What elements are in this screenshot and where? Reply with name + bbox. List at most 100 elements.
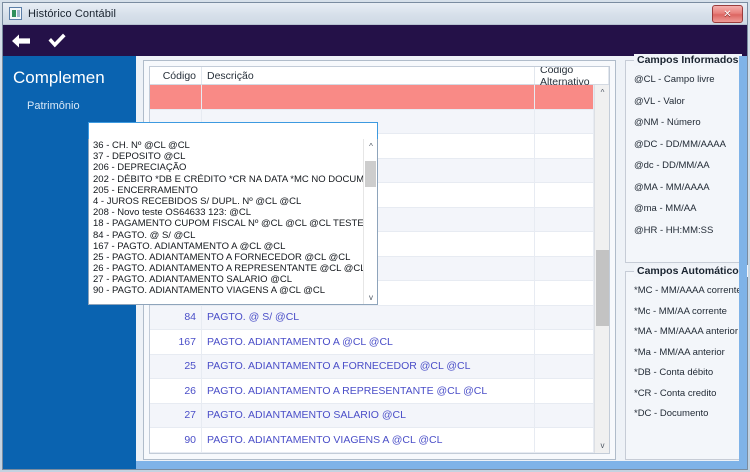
toolbar <box>3 25 747 56</box>
grid-header-codigo[interactable]: Código <box>150 67 202 84</box>
panel-informados-list: @CL - Campo livre @VL - Valor @NM - Número… <box>626 61 740 236</box>
table-cell-codigo: 26 <box>150 379 202 403</box>
field-legend-item: *DC - Documento <box>634 408 709 419</box>
confirm-button[interactable] <box>39 25 75 56</box>
table-cell-codigo-alternativo <box>535 85 594 109</box>
table-cell-descricao: PAGTO. ADTO. 13 SALARIO @CL <box>202 452 535 453</box>
table-row[interactable]: 27 PAGTO. ADIANTAMENTO SALARIO @CL <box>150 403 594 428</box>
panel-informados-title: Campos Informados <box>634 54 742 66</box>
combo-options: 36 - CH. Nº @CL @CL 37 - DEPOSITO @CL 206 … <box>89 140 363 304</box>
table-cell-descricao <box>202 232 535 256</box>
panel-campos-informados: Campos Informados @CL - Campo livre @VL -… <box>625 54 742 263</box>
grid-header-codigo-alternativo[interactable]: Código Alternativo <box>535 67 609 88</box>
table-cell-codigo-alternativo <box>535 452 594 453</box>
table-cell-codigo: 25 <box>150 354 202 378</box>
table-cell-codigo-alternativo <box>535 109 594 133</box>
table-cell-descricao <box>202 85 535 109</box>
field-legend-item: *Ma - MM/AA anterior <box>634 346 725 358</box>
grid-header-descricao[interactable]: Descrição <box>202 67 535 84</box>
combo-scroll-down-icon[interactable]: v <box>369 292 373 302</box>
bottom-accent-strip <box>136 461 747 469</box>
combo-option[interactable]: 36 - CH. Nº @CL @CL <box>93 140 190 151</box>
table-cell-codigo <box>150 109 202 133</box>
combo-input[interactable] <box>88 122 378 141</box>
table-row[interactable]: 84 PAGTO. @ S/ @CL <box>150 305 594 330</box>
table-cell-codigo-alternativo <box>535 232 594 256</box>
combo-option[interactable]: 206 - DEPRECIAÇÃO <box>93 162 187 174</box>
close-icon: ✕ <box>723 8 732 20</box>
table-cell-codigo: 27 <box>150 403 202 427</box>
panel-campos-automaticos: Campos Automáticos *MC - MM/AAAA corrent… <box>625 265 748 460</box>
table-cell-codigo: 167 <box>150 330 202 354</box>
table-cell-descricao <box>202 158 535 182</box>
table-cell-descricao <box>202 256 535 280</box>
combo-option[interactable]: 25 - PAGTO. ADIANTAMENTO A FORNECEDOR @C… <box>93 251 351 263</box>
table-row[interactable]: 90 PAGTO. ADIANTAMENTO VIAGENS A @CL @CL <box>150 428 594 453</box>
field-legend-item: *CR - Conta credito <box>634 387 717 399</box>
table-cell-codigo-alternativo <box>535 354 594 378</box>
combo-option[interactable]: 27 - PAGTO. ADIANTAMENTO SALARIO @CL <box>93 274 292 286</box>
table-cell-descricao <box>202 134 535 158</box>
scroll-down-icon[interactable]: v <box>600 441 605 450</box>
field-legend-item: *MC - MM/AAAA corrente <box>634 285 742 296</box>
historico-combobox: 36 - CH. Nº @CL @CL 37 - DEPOSITO @CL 206 … <box>88 122 378 305</box>
window-app-icon <box>9 7 22 20</box>
table-row[interactable]: 26 PAGTO. ADIANTAMENTO A REPRESENTANTE @C… <box>150 379 594 404</box>
table-cell-descricao: PAGTO. ADIANTAMENTO SALARIO @CL <box>202 403 535 427</box>
table-cell-descricao <box>202 207 535 231</box>
combo-option[interactable]: 37 - DEPOSITO @CL <box>93 151 186 163</box>
combo-dropdown-list: 36 - CH. Nº @CL @CL 37 - DEPOSITO @CL 206 … <box>88 139 378 305</box>
table-cell-codigo <box>150 85 202 109</box>
combo-option[interactable]: 4 - JUROS RECEBIDOS S/ DUPL. Nº @CL @CL <box>93 195 302 207</box>
combo-text-field[interactable] <box>89 126 377 141</box>
combo-option[interactable]: 90 - PAGTO. ADIANTAMENTO VIAGENS A @CL @… <box>93 285 326 297</box>
combo-scroll-up-icon[interactable]: ^ <box>369 141 373 151</box>
scrollbar-thumb[interactable] <box>596 250 609 326</box>
field-legend-item: *DB - Conta débito <box>634 367 714 378</box>
combo-option[interactable]: 84 - PAGTO. @ S/ @CL <box>93 229 196 241</box>
table-row[interactable]: 167 PAGTO. ADIANTAMENTO A @CL @CL <box>150 330 594 355</box>
combo-scrollbar-thumb[interactable] <box>365 161 376 187</box>
field-legend-item: *MA - MM/AAAA anterior <box>634 326 739 337</box>
field-legend-item: @HR - HH:MM:SS <box>634 224 714 236</box>
combo-option[interactable]: 205 - ENCERRAMENTO <box>93 184 198 196</box>
table-cell-descricao: PAGTO. ADIANTAMENTO VIAGENS A @CL @CL <box>202 428 535 452</box>
table-cell-codigo-alternativo <box>535 158 594 182</box>
table-cell-descricao: PAGTO. ADIANTAMENTO A FORNECEDOR @CL @CL <box>202 354 535 378</box>
sidebar-item-patrimonio[interactable]: Patrimônio <box>27 100 80 112</box>
title-bar: Histórico Contábil ✕ <box>3 3 747 25</box>
table-cell-codigo: 75 <box>150 452 202 453</box>
grid-vertical-scrollbar[interactable]: ^ v <box>594 85 609 453</box>
scroll-up-icon[interactable]: ^ <box>600 88 605 97</box>
table-cell-codigo-alternativo <box>535 379 594 403</box>
close-button[interactable]: ✕ <box>712 5 743 23</box>
table-cell-codigo-alternativo <box>535 183 594 207</box>
table-cell-descricao <box>202 109 535 133</box>
combo-option[interactable]: 26 - PAGTO. ADIANTAMENTO A REPRESENTANTE… <box>93 263 363 275</box>
field-legend-item: @ma - MM/AA <box>634 203 697 214</box>
field-legend-item: *Mc - MM/AA corrente <box>634 305 727 317</box>
sidebar-bottom-filler <box>3 461 136 469</box>
combo-option[interactable]: 202 - DÉBITO *DB E CRÉDITO *CR NA DATA *… <box>93 173 363 185</box>
table-cell-descricao: PAGTO. ADIANTAMENTO A REPRESENTANTE @CL … <box>202 379 535 403</box>
panel-automaticos-list: *MC - MM/AAAA corrente *Mc - MM/AA corren… <box>626 272 742 419</box>
table-row[interactable] <box>150 85 594 110</box>
field-legend-item: @NM - Número <box>634 117 701 128</box>
content-area: Complemen Patrimônio Código Descrição Có… <box>3 54 748 469</box>
table-cell-codigo-alternativo <box>535 207 594 231</box>
table-cell-codigo-alternativo <box>535 256 594 280</box>
field-legend-item: @DC - DD/MM/AAAA <box>634 138 726 150</box>
combo-option[interactable]: 167 - PAGTO. ADIANTAMENTO A @CL @CL <box>93 240 286 252</box>
combo-scrollbar[interactable]: ^ v <box>363 139 377 304</box>
combo-option[interactable]: 18 - PAGAMENTO CUPOM FISCAL Nº @CL @CL @… <box>93 218 363 230</box>
combo-option[interactable]: 208 - Novo teste OS64633 123: @CL <box>93 207 252 219</box>
table-row[interactable]: 25 PAGTO. ADIANTAMENTO A FORNECEDOR @CL @… <box>150 354 594 379</box>
back-button[interactable] <box>3 25 39 56</box>
field-legend-item: @MA - MM/AAAA <box>634 181 710 193</box>
table-row[interactable]: 75PAGTO. ADTO. 13 SALARIO @CL <box>150 452 594 453</box>
table-cell-descricao: PAGTO. ADIANTAMENTO A @CL @CL <box>202 330 535 354</box>
check-icon <box>47 32 67 50</box>
field-legend-item: @VL - Valor <box>634 95 685 107</box>
